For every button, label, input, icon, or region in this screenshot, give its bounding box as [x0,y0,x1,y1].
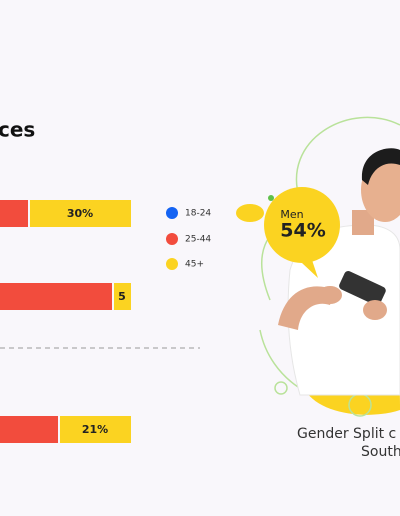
bar-segment [60,416,131,443]
bar-label: 5 [118,290,126,303]
person-hand [363,300,387,320]
bar-segment [30,200,131,227]
person-hand [318,286,342,304]
decor-blob [236,204,264,222]
title: ces [0,118,35,142]
bar-label: 30% [67,207,93,220]
decor-dot [268,195,274,201]
bar-segment [0,283,112,310]
badge-label: Men [280,208,303,221]
legend-dot [166,207,178,219]
badge [264,187,340,263]
person-neck [352,210,374,235]
person-hair [361,148,400,185]
legend-label: 25-44 [185,235,211,245]
legend-label: 18-24 [185,209,211,219]
decor-ring [274,381,288,395]
bar-segment [0,416,58,443]
badge-value: 54% [280,220,325,242]
legend-dot [166,258,178,270]
badge-tail [302,260,318,278]
bar-label: 21% [82,423,108,436]
legend-label: 45+ [185,260,204,270]
caption: Gender Split c [297,426,396,442]
caption: South [361,444,400,460]
phone [339,270,386,306]
bar-segment [0,200,28,227]
bar-segment [114,283,131,310]
legend-dot [166,233,178,245]
